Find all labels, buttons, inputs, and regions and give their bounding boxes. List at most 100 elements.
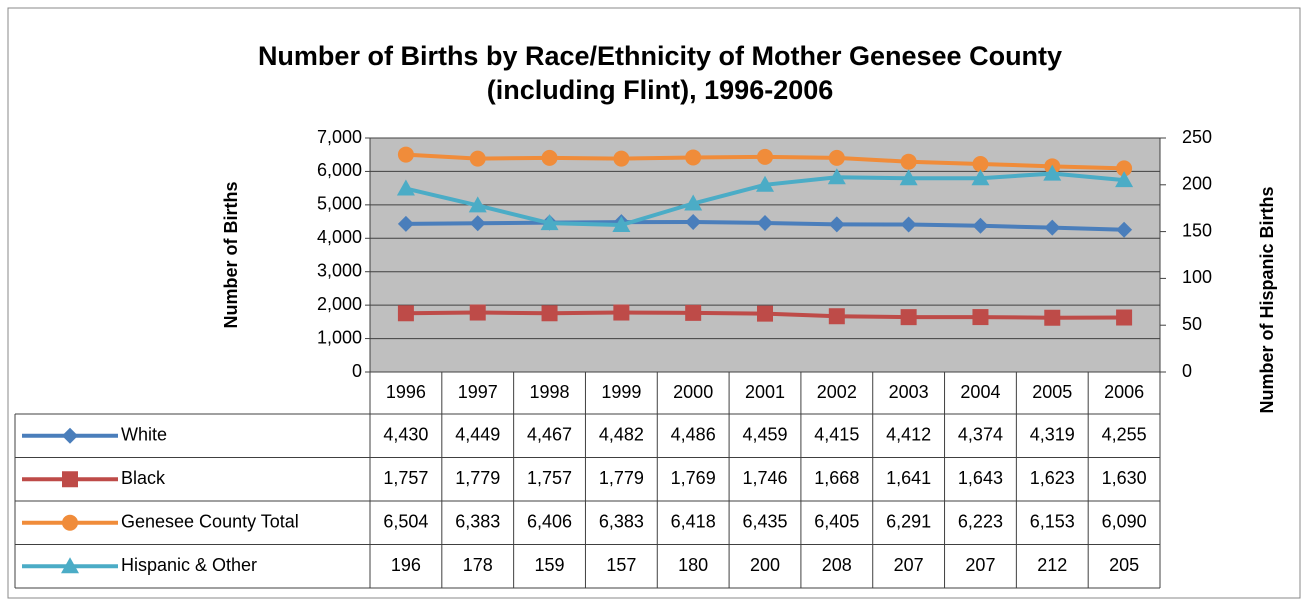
table-value: 4,412 — [886, 425, 931, 445]
marker — [900, 153, 917, 170]
marker — [1116, 160, 1133, 177]
marker — [827, 168, 846, 185]
table-value: 1,757 — [527, 468, 572, 488]
x-tick-label: 1997 — [458, 382, 498, 402]
marker — [613, 150, 630, 167]
table-value: 6,383 — [599, 512, 644, 532]
table-value: 212 — [1037, 555, 1067, 575]
marker — [685, 304, 702, 321]
x-tick-label: 2001 — [745, 382, 785, 402]
table-value: 1,641 — [886, 468, 931, 488]
table-value: 4,415 — [814, 425, 859, 445]
marker — [899, 169, 918, 186]
y2-tick-label: 50 — [1182, 314, 1202, 334]
marker — [540, 214, 559, 231]
legend-label: Black — [121, 468, 166, 488]
x-tick-label: 1996 — [386, 382, 426, 402]
y-tick-label: 4,000 — [317, 227, 362, 247]
marker — [62, 514, 78, 531]
table-value: 1,779 — [599, 468, 644, 488]
x-tick-label: 2004 — [960, 382, 1000, 402]
table-value: 157 — [606, 555, 636, 575]
table-value: 6,504 — [383, 512, 428, 532]
marker — [469, 150, 486, 167]
table-value: 180 — [678, 555, 708, 575]
marker — [757, 305, 773, 322]
y-tick-label: 5,000 — [317, 194, 362, 214]
table-value: 6,090 — [1102, 512, 1147, 532]
table-value: 4,486 — [671, 425, 716, 445]
marker — [397, 305, 414, 322]
table-value: 4,467 — [527, 425, 572, 445]
marker — [1115, 171, 1134, 188]
marker — [469, 304, 486, 321]
marker — [1043, 164, 1062, 181]
x-tick-label: 1999 — [601, 382, 641, 402]
marker — [612, 216, 631, 233]
x-tick-label: 2003 — [889, 382, 929, 402]
legend-label: Hispanic & Other — [121, 555, 257, 575]
marker — [685, 214, 702, 231]
y-tick-label: 6,000 — [317, 160, 362, 180]
marker — [62, 471, 78, 488]
y2-tick-label: 150 — [1182, 220, 1212, 240]
table-value: 4,255 — [1102, 425, 1147, 445]
table-value: 6,418 — [671, 512, 716, 532]
marker — [828, 149, 845, 166]
table-value: 207 — [965, 555, 995, 575]
marker — [613, 304, 630, 321]
table-value: 6,405 — [814, 512, 859, 532]
marker — [972, 309, 989, 326]
x-tick-label: 2000 — [673, 382, 713, 402]
table-value: 1,746 — [742, 468, 787, 488]
marker — [900, 309, 917, 326]
table-value: 178 — [463, 555, 493, 575]
marker — [541, 305, 558, 322]
marker — [468, 196, 487, 213]
y-tick-label: 0 — [352, 361, 362, 381]
table-value: 1,779 — [455, 468, 500, 488]
marker — [61, 557, 79, 574]
table-value: 1,757 — [383, 468, 428, 488]
table-value: 4,449 — [455, 425, 500, 445]
y-tick-label: 7,000 — [317, 127, 362, 147]
y-tick-label: 2,000 — [317, 294, 362, 314]
table-value: 1,668 — [814, 468, 859, 488]
marker — [972, 217, 989, 234]
marker — [1044, 309, 1061, 326]
y2-tick-label: 100 — [1182, 267, 1212, 287]
table-value: 196 — [391, 555, 421, 575]
marker — [971, 169, 990, 186]
marker — [62, 427, 78, 444]
table-value: 1,623 — [1030, 468, 1075, 488]
x-tick-label: 1998 — [530, 382, 570, 402]
table-value: 4,482 — [599, 425, 644, 445]
table-value: 1,643 — [958, 468, 1003, 488]
table-value: 6,406 — [527, 512, 572, 532]
y2-tick-label: 200 — [1182, 174, 1212, 194]
marker — [972, 155, 989, 172]
x-tick-label: 2002 — [817, 382, 857, 402]
marker — [757, 214, 773, 231]
table-value: 4,319 — [1030, 425, 1075, 445]
marker — [397, 215, 414, 232]
marker — [828, 308, 845, 325]
marker — [1116, 221, 1133, 238]
legend-label: White — [121, 425, 167, 445]
marker — [1044, 219, 1061, 236]
table-value: 207 — [894, 555, 924, 575]
marker — [685, 149, 702, 166]
y-tick-label: 3,000 — [317, 260, 362, 280]
marker — [1116, 309, 1133, 326]
table-value: 4,459 — [742, 425, 787, 445]
marker — [757, 148, 773, 165]
chart-title: Number of Births by Race/Ethnicity of Mo… — [258, 41, 1062, 71]
table-value: 205 — [1109, 555, 1139, 575]
marker — [684, 194, 703, 211]
x-tick-label: 2005 — [1032, 382, 1072, 402]
legend-label: Genesee County Total — [121, 512, 299, 532]
marker — [900, 216, 917, 233]
table-value: 200 — [750, 555, 780, 575]
y2-tick-label: 0 — [1182, 361, 1192, 381]
